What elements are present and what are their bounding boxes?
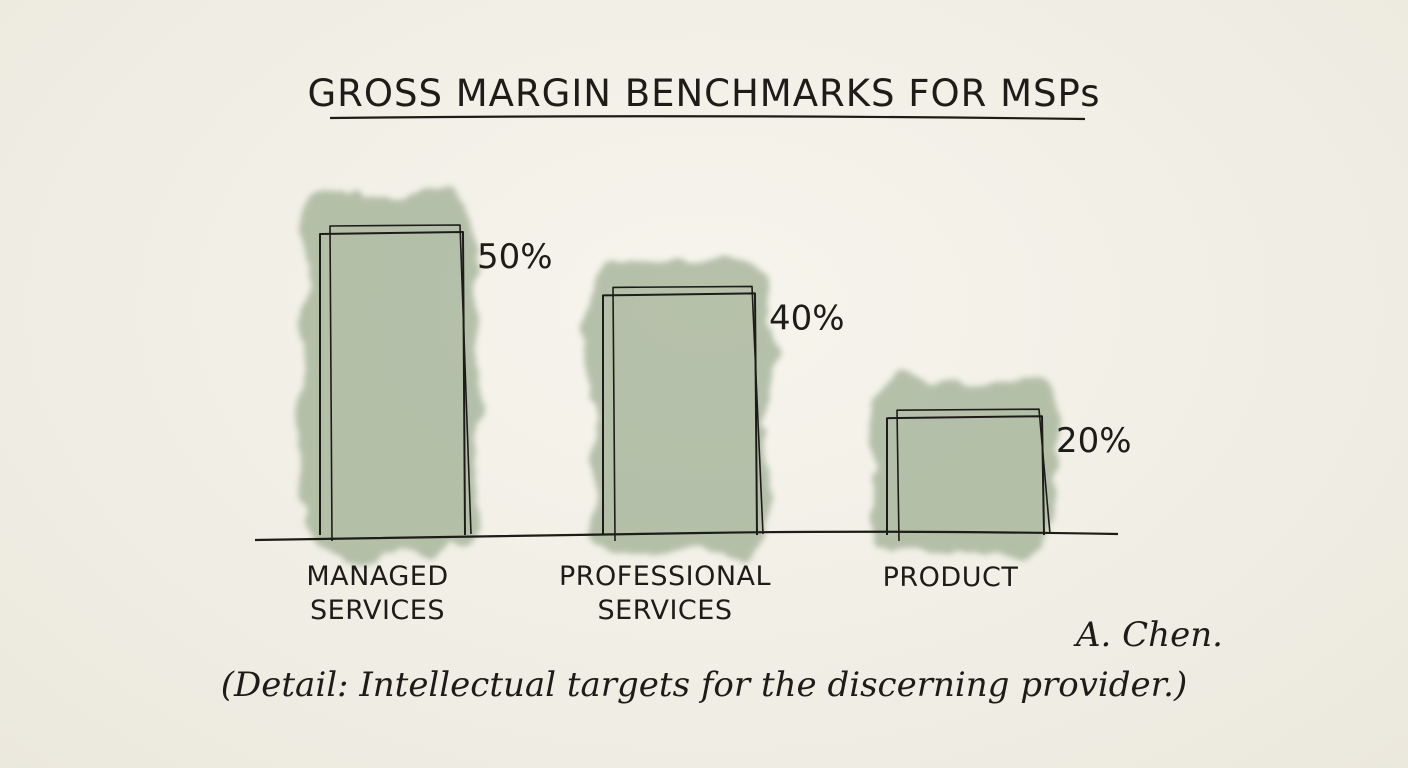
- signature: A. Chen.: [1073, 615, 1223, 655]
- bar: [886, 408, 1051, 542]
- bar: [319, 224, 472, 542]
- category-label: SERVICES: [310, 595, 445, 626]
- bar: [602, 285, 764, 542]
- x-axis-baseline: [254, 530, 1119, 542]
- category-label: PRODUCT: [883, 562, 1019, 593]
- value-label: 20%: [1056, 421, 1132, 461]
- value-label: 50%: [477, 237, 553, 277]
- bar-wash: [873, 380, 1056, 553]
- caption: (Detail: Intellectual targets for the di…: [220, 665, 1188, 705]
- value-label: 40%: [769, 298, 845, 338]
- bar-wash: [589, 257, 769, 553]
- bar-wash: [306, 196, 477, 553]
- category-label: SERVICES: [598, 595, 733, 626]
- chart-title: GROSS MARGIN BENCHMARKS FOR MSPs: [308, 72, 1101, 115]
- category-label: PROFESSIONAL: [559, 561, 771, 592]
- title-underline: [329, 115, 1086, 121]
- category-label: MANAGED: [306, 561, 448, 592]
